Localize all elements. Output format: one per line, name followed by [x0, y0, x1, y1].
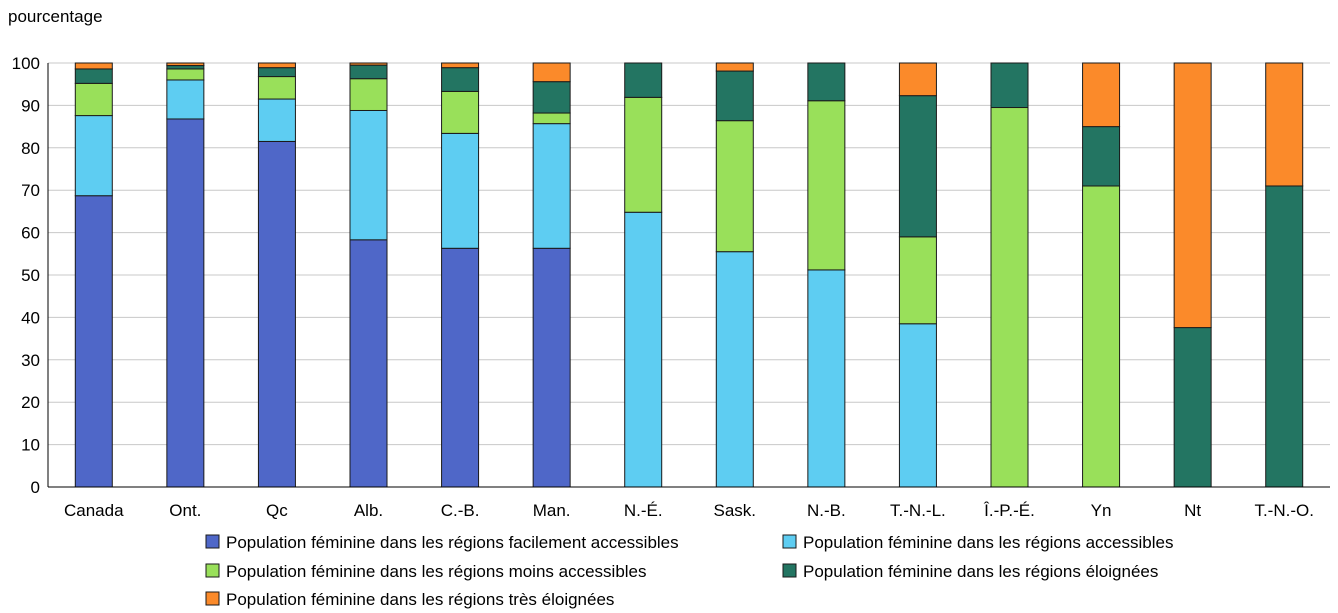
y-tick-label: 50 — [21, 266, 40, 285]
bar-segment — [74, 82, 113, 117]
x-tick-label: Nt — [1184, 501, 1201, 520]
bar-segment — [898, 95, 937, 238]
bar-segment — [257, 62, 296, 69]
bar-segment — [715, 70, 754, 122]
bar-segment — [624, 211, 663, 488]
y-tick-label: 60 — [21, 224, 40, 243]
legend-label: Population féminine dans les régions trè… — [226, 590, 614, 609]
bar-segment — [715, 62, 754, 72]
y-axis-ticks: 0 10 20 30 40 50 60 70 80 90 100 — [12, 54, 40, 497]
legend: Population féminine dans les régions fac… — [205, 533, 1173, 609]
bar-segment — [441, 132, 480, 249]
legend-label: Population féminine dans les régions moi… — [226, 562, 647, 581]
bar-segment — [349, 62, 388, 66]
y-tick-label: 20 — [21, 393, 40, 412]
y-tick-label: 0 — [31, 478, 40, 497]
bar-segment — [166, 118, 205, 488]
x-tick-label: Canada — [64, 501, 124, 520]
legend-swatch — [782, 563, 797, 578]
bar-segment — [898, 62, 937, 97]
bar-segment — [441, 247, 480, 488]
bar-segment — [74, 68, 113, 84]
bar-segment — [1173, 62, 1212, 329]
bar-segment — [257, 76, 296, 100]
x-tick-label: C.-B. — [441, 501, 480, 520]
bar-segment — [166, 79, 205, 120]
bar-segment — [1265, 185, 1304, 488]
x-tick-label: Alb. — [354, 501, 383, 520]
x-tick-label: N.-É. — [624, 501, 663, 520]
legend-swatch — [782, 534, 797, 549]
y-tick-label: 70 — [21, 181, 40, 200]
x-axis-ticks: Canada Ont. Qc Alb. C.-B. Man. N.-É. Sask. N.-B.… — [64, 501, 1314, 520]
bar-segment — [898, 236, 937, 325]
y-tick-label: 100 — [12, 54, 40, 73]
bar-segment — [807, 62, 846, 102]
bar-segment — [532, 112, 571, 125]
legend-swatch — [205, 563, 220, 578]
bar-segment — [715, 251, 754, 488]
bar-segment — [990, 107, 1029, 488]
bar-segment — [532, 81, 571, 114]
bar-segment — [715, 120, 754, 253]
bar-segment — [441, 67, 480, 92]
bar-segment — [257, 67, 296, 78]
legend-swatch — [205, 591, 220, 606]
bar-segment — [74, 195, 113, 488]
bar-segment — [74, 62, 113, 70]
y-tick-label: 90 — [21, 96, 40, 115]
bar-segment — [166, 65, 205, 70]
bar-segment — [349, 239, 388, 488]
y-tick-label: 30 — [21, 351, 40, 370]
bar-segment — [1082, 126, 1121, 187]
bar-segment — [349, 109, 388, 241]
legend-label: Population féminine dans les régions acc… — [803, 533, 1173, 552]
x-tick-label: T.-N.-O. — [1254, 501, 1314, 520]
bar-segment — [807, 269, 846, 488]
bar-segment — [624, 62, 663, 98]
bar-segment — [349, 78, 388, 111]
bar-segment — [624, 96, 663, 213]
bar-segment — [1082, 185, 1121, 488]
bar-segment — [532, 247, 571, 488]
y-axis-label: pourcentage — [8, 7, 103, 26]
legend-label: Population féminine dans les régions fac… — [226, 533, 679, 552]
bar-segment — [257, 98, 296, 142]
bar-segment — [166, 62, 205, 67]
x-tick-label: Î.-P.-É. — [983, 501, 1035, 520]
bar-segment — [990, 62, 1029, 109]
bar-segment — [1265, 62, 1304, 187]
bar-segment — [349, 64, 388, 80]
bars — [74, 62, 1304, 488]
x-tick-label: N.-B. — [807, 501, 846, 520]
x-tick-label: Qc — [266, 501, 288, 520]
bar-segment — [1173, 327, 1212, 488]
bar-segment — [1082, 62, 1121, 128]
bar-segment — [532, 62, 571, 83]
legend-label: Population féminine dans les régions élo… — [803, 562, 1158, 581]
y-tick-label: 80 — [21, 139, 40, 158]
bar-segment — [807, 100, 846, 271]
x-tick-label: Ont. — [169, 501, 201, 520]
bar-segment — [898, 323, 937, 488]
bar-segment — [532, 123, 571, 249]
x-tick-label: Man. — [533, 501, 571, 520]
x-tick-label: T.-N.-L. — [890, 501, 946, 520]
bar-segment — [441, 62, 480, 69]
legend-swatch — [205, 534, 220, 549]
axes — [47, 63, 1330, 488]
x-tick-label: Yn — [1091, 501, 1112, 520]
gridlines — [48, 62, 1330, 446]
y-tick-label: 10 — [21, 436, 40, 455]
bar-segment — [74, 115, 113, 197]
bar-segment — [441, 90, 480, 134]
bar-segment — [166, 68, 205, 81]
bar-segment — [257, 140, 296, 488]
y-tick-label: 40 — [21, 308, 40, 327]
x-tick-label: Sask. — [714, 501, 757, 520]
